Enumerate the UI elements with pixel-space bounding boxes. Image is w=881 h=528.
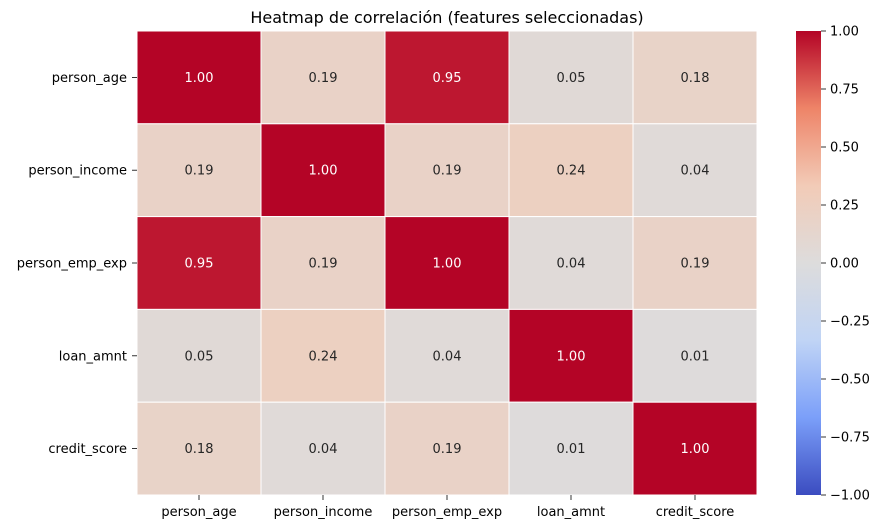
heatmap-cell — [632, 123, 758, 218]
colorbar-tick-label: 0.50 — [830, 141, 859, 156]
cell-value-label: 1.00 — [681, 442, 710, 457]
x-axis: person_age person_income person_emp_exp loa… — [161, 495, 734, 520]
heatmap-cell-labels: 1.00 0.19 0.95 0.05 0.18 0.19 1.00 0.19 0.24 0.04… — [185, 71, 710, 457]
heatmap-cell — [384, 216, 510, 310]
heatmap-cell — [632, 30, 758, 125]
y-axis: person_age person_income person_emp_exploa… — [17, 71, 137, 457]
cell-value-label: 0.19 — [309, 71, 338, 86]
x-tick-label: person_age — [161, 505, 236, 520]
y-tick-label: loan_amnt — [59, 349, 127, 364]
cell-value-label: 0.19 — [681, 257, 710, 272]
heatmap-cell — [136, 123, 262, 218]
heatmap-cell — [384, 123, 510, 218]
colorbar-tick-label: 1.00 — [830, 25, 859, 40]
cell-value-label: 0.01 — [681, 349, 710, 364]
heatmap-cell — [508, 30, 634, 125]
y-tick-label: credit_score — [48, 442, 127, 457]
cell-value-label: 0.19 — [185, 164, 214, 179]
y-tick-label: person_age — [52, 71, 127, 86]
cell-value-label: 0.95 — [433, 71, 462, 86]
colorbar-tick-label: −0.25 — [830, 315, 870, 330]
colorbar-tick-label: 0.00 — [830, 257, 859, 272]
cell-value-label: 0.04 — [557, 257, 586, 272]
heatmap-cell — [260, 216, 386, 310]
x-tick-label: person_emp_exp — [392, 505, 502, 520]
colorbar-gradient — [796, 31, 821, 495]
x-tick-label: loan_amnt — [537, 505, 605, 520]
heatmap-cell — [384, 308, 510, 403]
y-tick-label: person_emp_exp — [17, 257, 127, 272]
heatmap-cell — [136, 401, 262, 496]
cell-value-label: 0.04 — [309, 442, 338, 457]
y-tick-label: person_income — [28, 164, 127, 179]
colorbar-tick-label: −1.00 — [830, 489, 870, 504]
heatmap-cell — [136, 30, 262, 125]
cell-value-label: 0.18 — [185, 442, 214, 457]
cell-value-label: 0.19 — [433, 164, 462, 179]
cell-value-label: 0.24 — [309, 349, 338, 364]
colorbar: 1.00 0.75 0.50 0.25 0.00 −0.25 −0.50 −0.75 −1.00 — [796, 25, 870, 504]
cell-value-label: 1.00 — [185, 71, 214, 86]
colorbar-tick-label: 0.75 — [830, 83, 859, 98]
x-tick-label: person_income — [274, 505, 373, 520]
cell-value-label: 1.00 — [557, 349, 586, 364]
cell-value-label: 0.19 — [309, 257, 338, 272]
heatmap-cell — [632, 308, 758, 403]
heatmap-cell — [260, 30, 386, 125]
cell-value-label: 0.05 — [557, 71, 586, 86]
cell-value-label: 1.00 — [433, 257, 462, 272]
heatmap-cell — [260, 308, 386, 403]
colorbar-tick-label: 0.25 — [830, 199, 859, 214]
x-tick-label: credit_score — [656, 505, 735, 520]
cell-value-label: 0.04 — [433, 349, 462, 364]
heatmap-cell — [632, 401, 758, 496]
heatmap-cell — [508, 308, 634, 403]
heatmap-cell — [384, 401, 510, 496]
cell-value-label: 0.95 — [185, 257, 214, 272]
cell-value-label: 0.01 — [557, 442, 586, 457]
heatmap-cell — [384, 30, 510, 125]
cell-value-label: 1.00 — [309, 164, 338, 179]
cell-value-label: 0.18 — [681, 71, 710, 86]
heatmap-cell — [632, 216, 758, 310]
colorbar-tick-label: −0.75 — [830, 431, 870, 446]
heatmap-cell — [260, 401, 386, 496]
heatmap-cell — [508, 216, 634, 310]
cell-value-label: 0.24 — [557, 164, 586, 179]
colorbar-tick-label: −0.50 — [830, 373, 870, 388]
cell-value-label: 0.04 — [681, 164, 710, 179]
heatmap-cells — [136, 30, 758, 496]
chart-title: Heatmap de correlación (features selecci… — [250, 8, 643, 27]
cell-value-label: 0.19 — [433, 442, 462, 457]
cell-value-label: 0.05 — [185, 349, 214, 364]
